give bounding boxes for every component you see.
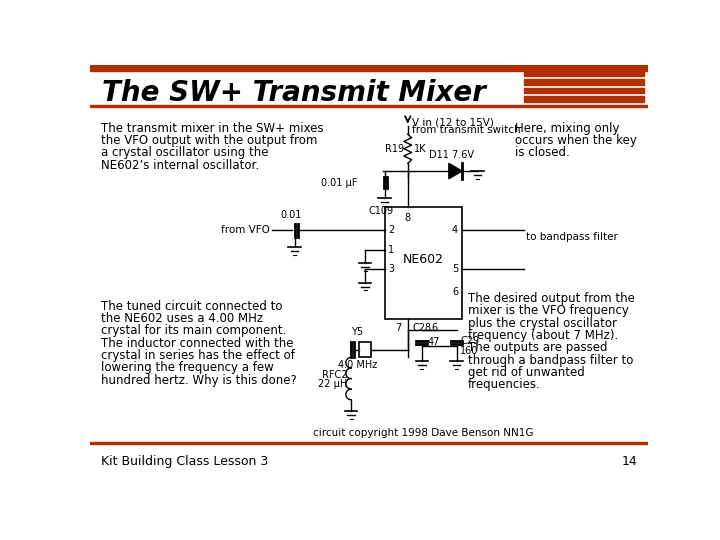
Text: get rid of unwanted: get rid of unwanted [468, 366, 585, 379]
Text: 4.0 MHz: 4.0 MHz [338, 361, 377, 370]
Text: mixer is the VFO frequency: mixer is the VFO frequency [468, 304, 629, 318]
Text: 160: 160 [461, 346, 479, 356]
Text: D11 7.6V: D11 7.6V [429, 150, 474, 160]
Bar [90, 442, 648, 444]
Text: 14: 14 [621, 455, 637, 468]
Text: plus the crystal oscillator: plus the crystal oscillator [468, 316, 617, 329]
Bar [524, 79, 644, 85]
Text: The inductor connected with the: The inductor connected with the [101, 336, 293, 349]
Text: to bandpass filter: to bandpass filter [526, 232, 618, 241]
Text: The tuned circuit connected to: The tuned circuit connected to [101, 300, 282, 313]
Text: The transmit mixer in the SW+ mixes: The transmit mixer in the SW+ mixes [101, 122, 323, 135]
Text: The outputs are passed: The outputs are passed [468, 341, 608, 354]
Text: 4: 4 [452, 225, 458, 235]
Text: 0.01 μF: 0.01 μF [321, 178, 357, 187]
Text: 22 μH: 22 μH [318, 379, 347, 389]
Text: 47: 47 [428, 337, 440, 347]
Bar [90, 105, 648, 107]
Text: 5: 5 [452, 264, 458, 274]
Text: 2: 2 [388, 225, 395, 235]
Polygon shape [449, 164, 462, 179]
Text: 7: 7 [395, 323, 402, 333]
Text: from VFO: from VFO [221, 225, 270, 235]
Text: 6: 6 [432, 323, 438, 333]
Bar [524, 88, 644, 93]
Text: a crystal oscillator using the: a crystal oscillator using the [101, 146, 269, 159]
Text: 0.01: 0.01 [281, 210, 302, 220]
Text: occurs when the key: occurs when the key [515, 134, 636, 147]
Text: from transmit switch: from transmit switch [412, 125, 521, 135]
Text: through a bandpass filter to: through a bandpass filter to [468, 354, 634, 367]
Text: C29: C29 [461, 336, 480, 346]
Bar [524, 71, 644, 76]
Text: NE602’s internal oscillator.: NE602’s internal oscillator. [101, 159, 259, 172]
Text: 1K: 1K [414, 144, 426, 154]
Text: The SW+ Transmit Mixer: The SW+ Transmit Mixer [102, 78, 486, 106]
Bar [524, 96, 644, 102]
Text: crystal for its main component.: crystal for its main component. [101, 325, 287, 338]
Text: hundred hertz. Why is this done?: hundred hertz. Why is this done? [101, 374, 297, 387]
Text: circuit copyright 1998 Dave Benson NN1G: circuit copyright 1998 Dave Benson NN1G [313, 428, 534, 438]
Text: NE602: NE602 [402, 253, 444, 266]
Text: C28: C28 [412, 323, 431, 333]
Text: is closed.: is closed. [515, 146, 570, 159]
Text: 1: 1 [388, 245, 395, 254]
Text: Here, mixing only: Here, mixing only [515, 122, 619, 135]
Text: Y5: Y5 [351, 327, 364, 338]
Text: 3: 3 [388, 264, 395, 274]
Text: Kit Building Class Lesson 3: Kit Building Class Lesson 3 [101, 455, 268, 468]
Text: 6: 6 [452, 287, 458, 297]
Text: V in (12 to 15V): V in (12 to 15V) [412, 117, 493, 127]
Text: lowering the frequency a few: lowering the frequency a few [101, 361, 274, 374]
Text: 8: 8 [405, 213, 411, 224]
Text: frequency (about 7 MHz).: frequency (about 7 MHz). [468, 329, 618, 342]
Text: The desired output from the: The desired output from the [468, 292, 635, 305]
Text: the VFO output with the output from: the VFO output with the output from [101, 134, 318, 147]
Text: crystal in series has the effect of: crystal in series has the effect of [101, 349, 294, 362]
Text: frequencies.: frequencies. [468, 378, 541, 391]
Text: C109: C109 [368, 206, 393, 215]
Text: the NE602 uses a 4.00 MHz: the NE602 uses a 4.00 MHz [101, 312, 263, 325]
Bar [359, 342, 372, 357]
Text: R19: R19 [384, 144, 404, 154]
Bar [384, 207, 462, 319]
Bar [90, 65, 648, 71]
Text: RFC2: RFC2 [322, 370, 347, 380]
